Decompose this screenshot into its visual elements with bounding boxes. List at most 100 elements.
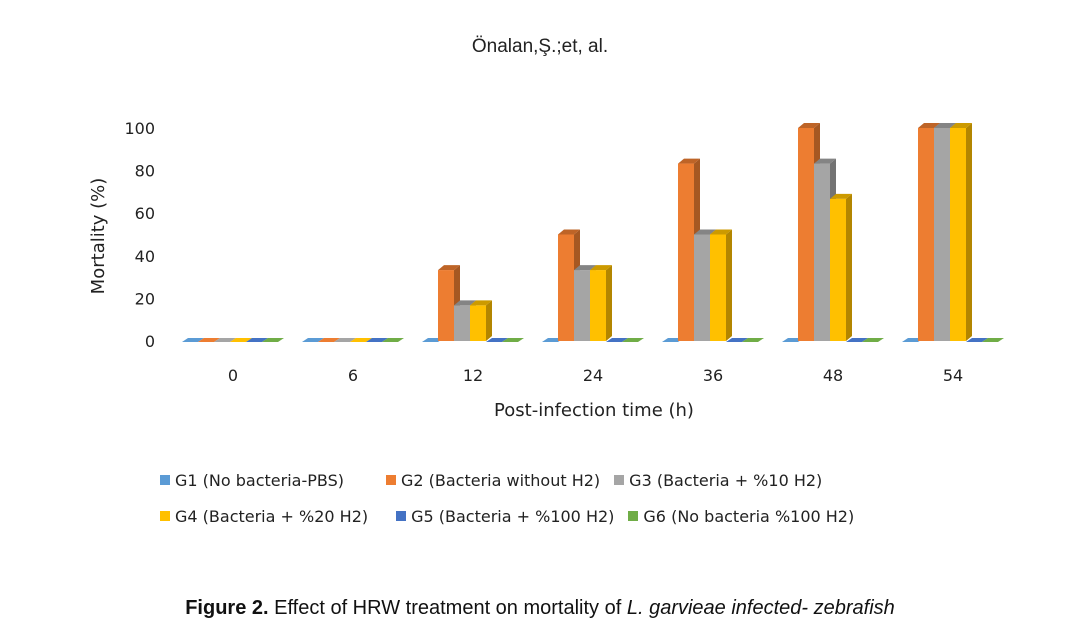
bar-front <box>454 305 470 341</box>
bar-top <box>678 158 700 164</box>
bar-36h-g4 <box>710 229 732 341</box>
bar-top <box>918 123 940 128</box>
bar-side <box>966 123 972 341</box>
bar-front <box>918 128 934 341</box>
bar-base <box>334 338 356 342</box>
bar-front <box>814 163 830 341</box>
y-tick-labels: 0 20 40 60 80 100 <box>124 119 155 351</box>
bar-24h-g5 <box>606 338 628 342</box>
bar-0h-g4 <box>230 338 252 342</box>
bar-side <box>726 229 732 341</box>
bar-top <box>438 265 460 271</box>
bar-base <box>214 338 236 342</box>
bar-0h-g1 <box>182 338 204 342</box>
bar-top <box>470 300 492 306</box>
legend-item-g2: G2 (Bacteria without H2) <box>385 471 600 490</box>
legend: G1 (No bacteria-PBS) G2 (Bacteria withou… <box>160 462 980 534</box>
legend-label-g3: G3 (Bacteria + %10 H2) <box>629 470 823 490</box>
bar-front <box>710 234 726 341</box>
bar-top <box>934 123 956 128</box>
bar-base <box>846 338 868 342</box>
bar-base <box>726 338 748 342</box>
bar-6h-g5 <box>366 338 388 342</box>
bar-12h-g5 <box>486 338 508 342</box>
bar-side <box>486 300 492 341</box>
bar-0h-g3 <box>214 338 236 342</box>
bar-base <box>366 338 388 342</box>
bar-front <box>830 198 846 341</box>
legend-swatch-g1 <box>160 475 170 485</box>
bar-front <box>950 128 966 341</box>
bar-6h-g6 <box>382 338 404 342</box>
bar-48h-g6 <box>862 338 884 342</box>
bar-6h-g2 <box>318 338 340 342</box>
x-tick-label: 36 <box>703 366 723 385</box>
bar-12h-g4 <box>470 300 492 341</box>
bar-54h-g4 <box>950 123 972 341</box>
x-tick-label: 12 <box>463 366 483 385</box>
legend-label-g4: G4 (Bacteria + %20 H2) <box>175 506 369 526</box>
y-tick-label: 80 <box>135 162 155 181</box>
figure-caption-italic: L. garvieae infected- zebrafish <box>626 597 895 619</box>
bar-front <box>590 270 606 341</box>
bar-top <box>590 265 612 271</box>
y-tick-label: 0 <box>145 332 155 351</box>
legend-item-g3: G3 (Bacteria + %10 H2) <box>614 471 822 490</box>
legend-row-2: G4 (Bacteria + %20 H2) G5 (Bacteria + %1… <box>160 498 980 534</box>
y-tick-label: 40 <box>135 247 155 266</box>
bar-base <box>502 338 524 342</box>
bar-side <box>606 265 612 341</box>
bar-base <box>982 338 1004 342</box>
figure-caption-text: Effect of HRW treatment on mortality of <box>268 597 627 619</box>
bar-base <box>382 338 404 342</box>
legend-label-g1: G1 (No bacteria-PBS) <box>175 470 344 490</box>
bar-front <box>558 234 574 341</box>
legend-label-g5: G5 (Bacteria + %100 H2) <box>411 506 615 526</box>
x-tick-label: 0 <box>228 366 238 385</box>
bar-top <box>558 229 580 235</box>
y-axis-title-group: Mortality (%) <box>88 178 109 295</box>
bars <box>182 123 1004 342</box>
legend-item-g1: G1 (No bacteria-PBS) <box>160 471 344 490</box>
legend-swatch-g5 <box>396 511 407 521</box>
bar-base <box>246 338 268 342</box>
running-head: Önalan,Ş.;et, al. <box>471 36 609 57</box>
bar-top <box>454 300 476 306</box>
bar-24h-g4 <box>590 265 612 341</box>
bar-base <box>198 338 220 342</box>
legend-item-g4: G4 (Bacteria + %20 H2) <box>160 507 368 526</box>
bar-base <box>350 338 372 342</box>
legend-swatch-g4 <box>160 511 170 521</box>
x-tick-label: 6 <box>348 366 358 385</box>
bar-base <box>262 338 284 342</box>
bar-front <box>694 234 710 341</box>
legend-item-g6: G6 (No bacteria %100 H2) <box>628 507 854 526</box>
bar-48h-g5 <box>846 338 868 342</box>
bar-base <box>182 338 204 342</box>
x-tick-label: 48 <box>823 366 843 385</box>
bar-0h-g5 <box>246 338 268 342</box>
bar-side <box>846 193 852 341</box>
bar-front <box>678 163 694 341</box>
bar-front <box>934 128 950 341</box>
bar-base <box>742 338 764 342</box>
bar-top <box>710 229 732 235</box>
bar-0h-g2 <box>198 338 220 342</box>
bar-base <box>966 338 988 342</box>
bar-54h-g5 <box>966 338 988 342</box>
bar-top <box>814 158 836 164</box>
bar-top <box>830 193 852 199</box>
y-axis-title: Mortality (%) <box>88 178 109 295</box>
bar-base <box>486 338 508 342</box>
y-tick-label: 100 <box>124 119 155 138</box>
legend-swatch-g3 <box>614 475 625 485</box>
legend-swatch-g6 <box>628 511 639 521</box>
legend-item-g5: G5 (Bacteria + %100 H2) <box>396 507 614 526</box>
bar-54h-g6 <box>982 338 1004 342</box>
bar-24h-g6 <box>622 338 644 342</box>
legend-swatch-g2 <box>385 475 396 485</box>
x-tick-labels: 0 6 12 24 36 48 54 <box>228 366 963 385</box>
bar-front <box>438 270 454 341</box>
bar-base <box>302 338 324 342</box>
bar-36h-g5 <box>726 338 748 342</box>
